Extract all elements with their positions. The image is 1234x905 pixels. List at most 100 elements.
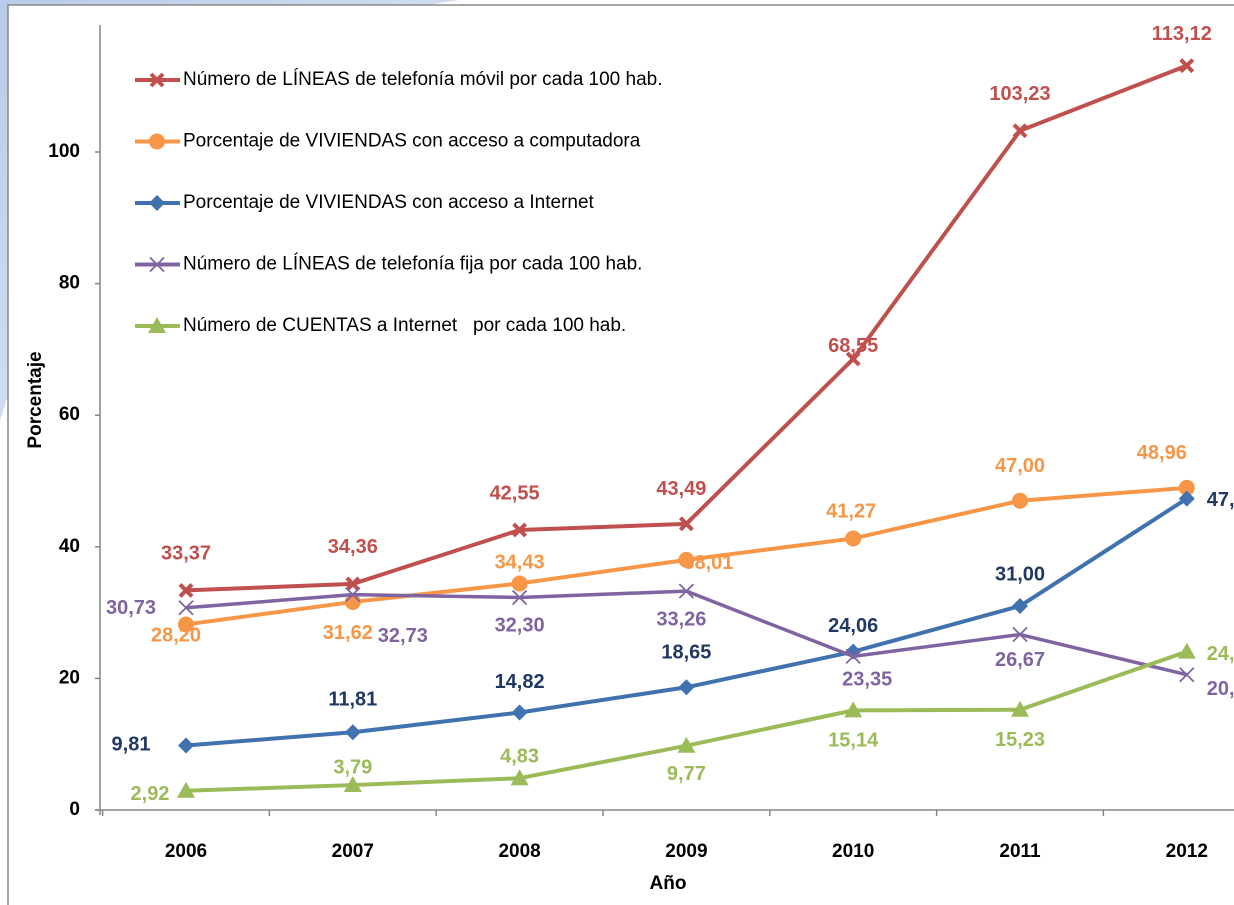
data-point: [1012, 492, 1028, 509]
legend-label: Número de LÍNEAS de telefonía móvil por …: [183, 69, 663, 90]
data-label: 9,81: [112, 734, 151, 756]
data-point: [1179, 667, 1195, 683]
data-label: 32,73: [378, 625, 428, 647]
data-label: 30,73: [106, 597, 156, 619]
data-point: [177, 781, 195, 798]
x-tick-label: 2012: [1166, 841, 1208, 862]
data-point: [344, 724, 361, 741]
data-point: [510, 769, 529, 786]
data-point: [343, 776, 362, 793]
data-label: 31,62: [323, 622, 373, 644]
data-label: 103,23: [989, 83, 1050, 105]
data-label: 38,01: [683, 552, 733, 574]
x-tick-label: 2006: [165, 841, 207, 862]
series: 33,37 34,36 42,55 43,49 68,55 103,23 113,12: [161, 23, 1212, 598]
series: 2,92 3,79 4,83 9,77 15,14 15,23 24,07: [131, 642, 1234, 805]
data-point: [844, 701, 863, 718]
legend-marker: [148, 317, 166, 333]
data-point: [1178, 479, 1195, 496]
x-tick-label: 2010: [832, 841, 874, 862]
data-point: [1012, 598, 1028, 615]
data-point: [1012, 626, 1028, 643]
legend-marker: [149, 72, 165, 88]
data-label: 41,27: [826, 501, 876, 523]
x-tick-label: 2009: [665, 841, 707, 862]
legend-marker: [149, 195, 165, 211]
legend-marker: [149, 256, 165, 273]
data-point: [1011, 700, 1029, 717]
data-label: 18,65: [661, 642, 711, 664]
series: 30,73 32,73 32,30 33,26 23,35 26,67 20,56: [106, 583, 1234, 700]
data-label: 34,36: [328, 536, 378, 558]
data-point: [678, 583, 695, 599]
x-axis-title: Año: [650, 873, 687, 894]
data-point: [677, 736, 696, 753]
y-axis-title: Porcentaje: [25, 351, 46, 448]
data-label: 2,92: [131, 783, 170, 805]
data-point: [845, 351, 861, 367]
series: 9,81 11,81 14,82 18,65 24,06 31,00 47,32: [112, 489, 1234, 756]
data-label: 9,77: [667, 763, 706, 785]
data-label: 33,37: [161, 543, 211, 565]
legend-label: Porcentaje de VIVIENDAS con acceso a com…: [183, 131, 641, 152]
data-label: 14,82: [495, 671, 545, 693]
data-point: [178, 600, 194, 616]
legend-item: Número de LÍNEAS de telefonía móvil por …: [135, 69, 663, 90]
x-tick-label: 2011: [999, 841, 1041, 862]
legend-item: Número de LÍNEAS de telefonía fija por c…: [135, 254, 642, 275]
data-label: 113,12: [1152, 23, 1212, 45]
y-tick-label: 40: [59, 536, 80, 557]
x-tick-label: 2007: [332, 841, 374, 862]
data-label: 33,26: [656, 608, 706, 630]
data-point: [178, 583, 194, 598]
data-label: 47,00: [995, 455, 1045, 477]
legend-item: Número de CUENTAS a Internet por cada 10…: [135, 315, 626, 336]
data-label: 15,23: [995, 729, 1045, 751]
data-point: [511, 704, 528, 721]
data-label: 26,67: [995, 649, 1045, 671]
data-point: [678, 679, 695, 696]
legend-marker: [149, 133, 165, 150]
data-point: [678, 551, 695, 568]
data-label: 24,07: [1207, 643, 1234, 665]
data-point: [678, 516, 694, 532]
data-label: 15,14: [828, 730, 879, 752]
data-label: 68,55: [828, 335, 878, 357]
data-label: 23,35: [842, 669, 892, 691]
y-tick-label: 80: [59, 273, 80, 294]
data-point: [345, 587, 361, 603]
data-point: [511, 589, 528, 606]
data-point: [1012, 123, 1028, 139]
legend-label: Porcentaje de VIVIENDAS con acceso a Int…: [183, 192, 595, 213]
data-label: 48,96: [1137, 442, 1187, 464]
data-label: 4,83: [500, 745, 539, 767]
y-tick-label: 20: [59, 667, 80, 688]
data-label: 32,30: [495, 615, 545, 637]
legend-label: Número de LÍNEAS de telefonía fija por c…: [183, 254, 642, 275]
data-point: [178, 616, 194, 633]
data-label: 3,79: [333, 756, 372, 778]
data-point: [1177, 642, 1196, 659]
y-tick-label: 60: [59, 404, 80, 425]
data-label: 20,56: [1207, 678, 1234, 700]
data-point: [1178, 490, 1195, 507]
y-tick-label: 0: [69, 799, 80, 820]
data-label: 24,06: [828, 615, 878, 637]
data-point: [845, 648, 861, 664]
data-label: 34,43: [495, 552, 545, 574]
data-point: [178, 737, 194, 754]
data-label: 28,20: [151, 625, 201, 647]
data-point: [845, 530, 862, 547]
legend-label: Número de CUENTAS a Internet por cada 10…: [183, 315, 626, 336]
data-label: 11,81: [328, 689, 377, 711]
y-tick-label: 100: [48, 141, 80, 162]
data-label: 31,00: [995, 563, 1045, 585]
legend-item: Porcentaje de VIVIENDAS con acceso a com…: [135, 131, 641, 152]
data-label: 47,32: [1207, 489, 1234, 511]
data-point: [512, 522, 528, 538]
legend-item: Porcentaje de VIVIENDAS con acceso a Int…: [135, 192, 595, 213]
data-label: 43,49: [656, 478, 706, 500]
data-label: 42,55: [490, 482, 540, 504]
data-point: [345, 576, 361, 592]
